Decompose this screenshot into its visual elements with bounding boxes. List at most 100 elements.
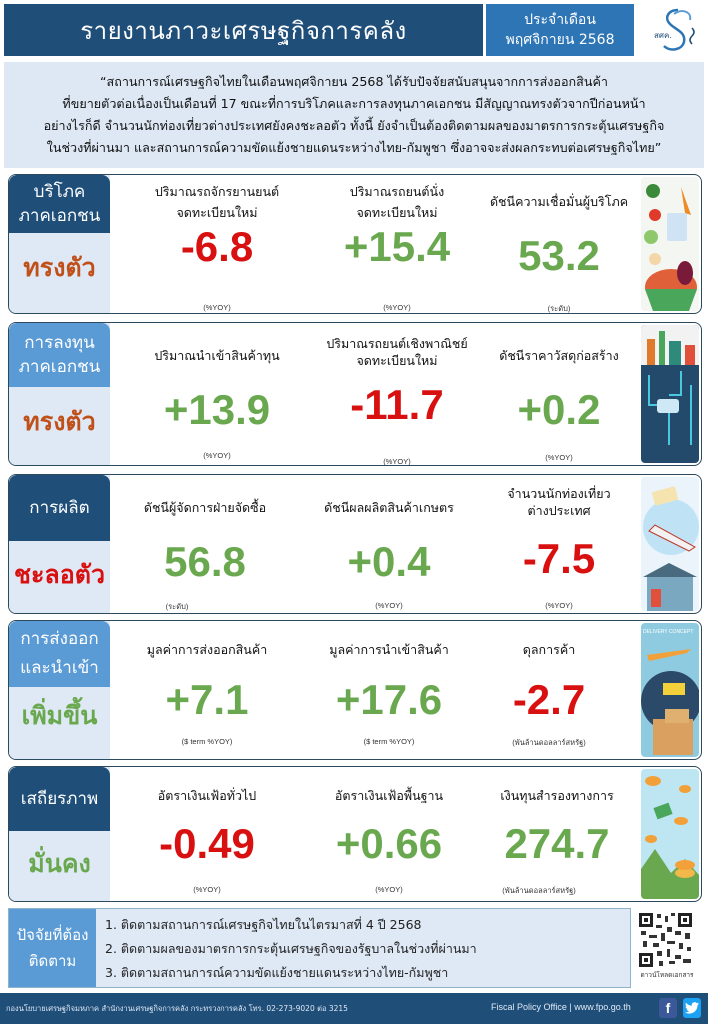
metric-import-value: มูลค่าการนำเข้าสินค้า +17.6 ($ term %YOY… xyxy=(299,639,479,746)
heading-line: ติดตาม xyxy=(28,952,77,970)
heading-line: เสถียรภาพ xyxy=(20,789,99,809)
section-heading: การผลิต xyxy=(9,475,110,541)
metric-value: -0.49 xyxy=(159,820,255,867)
metric-label: ปริมาณรถยนต์เชิงพาณิชย์ xyxy=(326,336,468,351)
metric-label: จำนวนนักท่องเที่ยว xyxy=(507,486,611,501)
svg-text:DELIVERY CONCEPT: DELIVERY CONCEPT xyxy=(643,629,693,635)
metric-unit: (%YOY) xyxy=(383,303,411,312)
metric-label: จดทะเบียนใหม่ xyxy=(356,353,438,368)
header: รายงานภาวะเศรษฐกิจการคลัง ประจำเดือน พฤศ… xyxy=(0,0,708,60)
metric-label: ปริมาณรถจักรยานยนต์ xyxy=(154,184,280,199)
metric-value: +15.4 xyxy=(343,223,451,270)
status-badge: ทรงตัว xyxy=(23,253,96,282)
metric-headline-inflation: อัตราเงินเฟ้อทั่วไป -0.49 (%YOY) xyxy=(117,785,297,894)
title-bar: รายงานภาวะเศรษฐกิจการคลัง xyxy=(4,4,483,56)
coins-illustration-icon xyxy=(641,769,699,899)
metric-label: ดัชนีผู้จัดการฝ่ายจัดซื้อ xyxy=(143,500,267,515)
metric-label: ดัชนีความเชื่อมั่นผู้บริโภค xyxy=(489,194,629,209)
metric-unit: (%YOY) xyxy=(203,451,231,460)
metric-label: ดัชนีราคาวัสดุก่อสร้าง xyxy=(499,348,619,363)
metric-trade-balance: ดุลการค้า -2.7 (พันล้านดอลลาร์สหรัฐ) xyxy=(459,639,639,747)
metric-international-reserves: เงินทุนสำรองทางการ 274.7 (พันล้านดอลลาร์… xyxy=(467,785,647,895)
metric-value: -11.7 xyxy=(350,381,444,428)
factors-list: 1. ติดตามสถานการณ์เศรษฐกิจไทยในไตรมาสที่… xyxy=(105,913,477,985)
heading-line: ปัจจัยที่ต้อง xyxy=(16,926,89,944)
section-private-investment: การลงทุน ภาคเอกชน ทรงตัว ปริมาณนำเข้าสิน… xyxy=(8,322,702,466)
metric-unit: (ระดับ) xyxy=(165,602,189,611)
section-trade: การส่งออก และนำเข้า เพิ่มขึ้น มูลค่าการส… xyxy=(8,620,702,760)
status-badge: ทรงตัว xyxy=(23,407,96,436)
summary-line: ในช่วงที่ผ่านมา และสถานการณ์ความขัดแย้งช… xyxy=(46,140,662,155)
metric-value: +17.6 xyxy=(335,676,443,723)
metric-value: 274.7 xyxy=(504,820,610,867)
metric-pmi: ดัชนีผู้จัดการฝ่ายจัดซื้อ 56.8 (ระดับ) xyxy=(115,497,295,611)
twitter-icon[interactable] xyxy=(683,998,701,1018)
metric-value: 56.8 xyxy=(164,538,246,585)
metric-consumer-confidence: ดัชนีความเชื่อมั่นผู้บริโภค 53.2 (ระดับ) xyxy=(469,191,649,313)
metric-unit: ($ term %YOY) xyxy=(181,737,233,746)
qr-code-icon[interactable] xyxy=(637,911,694,969)
metric-label: ปริมาณนำเข้าสินค้าทุน xyxy=(154,348,280,363)
factors-heading: ปัจจัยที่ต้อง ติดตาม xyxy=(9,909,96,987)
svg-text:สศค.: สศค. xyxy=(654,31,672,40)
metric-unit: ($ term %YOY) xyxy=(363,737,415,746)
metric-foreign-tourists: จำนวนนักท่องเที่ยว ต่างประเทศ -7.5 (%YOY… xyxy=(469,483,649,610)
metric-label: จดทะเบียนใหม่ xyxy=(176,205,258,220)
metric-unit: (%YOY) xyxy=(383,457,411,466)
delivery-illustration-icon: DELIVERY CONCEPT xyxy=(641,623,699,757)
metric-passenger-car-registration: ปริมาณรถยนต์นั่ง จดทะเบียนใหม่ +15.4 (%Y… xyxy=(307,181,487,312)
section-stability: เสถียรภาพ มั่นคง อัตราเงินเฟ้อทั่วไป -0.… xyxy=(8,766,702,902)
metric-capital-goods-imports: ปริมาณนำเข้าสินค้าทุน +13.9 (%YOY) xyxy=(127,345,307,460)
heading-line: ภาคเอกชน xyxy=(18,357,101,377)
metric-value: -7.5 xyxy=(522,535,596,582)
metric-value: -6.8 xyxy=(180,223,254,270)
status-badge: มั่นคง xyxy=(28,849,91,878)
metric-unit: (พันล้านดอลลาร์สหรัฐ) xyxy=(502,886,576,895)
month-label: ประจำเดือน xyxy=(524,12,596,28)
metric-commercial-vehicle-registration: ปริมาณรถยนต์เชิงพาณิชย์ จดทะเบียนใหม่ -1… xyxy=(307,333,487,465)
metric-label: อัตราเงินเฟ้อทั่วไป xyxy=(157,788,257,803)
metric-unit: (%YOY) xyxy=(545,601,573,610)
metric-value: +0.2 xyxy=(517,386,601,433)
metric-label: ดัชนีผลผลิตสินค้าเกษตร xyxy=(324,500,454,515)
metric-unit: (%YOY) xyxy=(375,601,403,610)
metric-label: ดุลการค้า xyxy=(522,642,576,657)
industry-illustration-icon xyxy=(641,325,699,463)
heading-line: การส่งออก xyxy=(20,629,99,649)
section-heading: เสถียรภาพ xyxy=(9,767,110,831)
report-month-box: ประจำเดือน พฤศจิกายน 2568 xyxy=(486,4,634,56)
metric-value: +0.4 xyxy=(347,538,431,585)
metric-motorcycle-registration: ปริมาณรถจักรยานยนต์ จดทะเบียนใหม่ -6.8 (… xyxy=(127,181,307,312)
footer: กองนโยบายเศรษฐกิจมหภาค สำนักงานเศรษฐกิจก… xyxy=(0,993,708,1024)
heading-line: บริโภค xyxy=(33,182,86,202)
metric-label: อัตราเงินเฟ้อพื้นฐาน xyxy=(334,788,444,803)
metric-export-value: มูลค่าการส่งออกสินค้า +7.1 ($ term %YOY) xyxy=(117,639,297,746)
metric-unit: (%YOY) xyxy=(375,885,403,894)
metric-agricultural-production-index: ดัชนีผลผลิตสินค้าเกษตร +0.4 (%YOY) xyxy=(299,497,479,610)
footer-website[interactable]: Fiscal Policy Office | www.fpo.go.th xyxy=(491,1002,631,1012)
metric-construction-material-price-index: ดัชนีราคาวัสดุก่อสร้าง +0.2 (%YOY) xyxy=(469,345,649,462)
heading-line: และนำเข้า xyxy=(20,658,99,678)
fpo-logo-icon: สศค. xyxy=(640,4,704,56)
metric-value: +0.66 xyxy=(335,820,443,867)
factors-to-monitor: ปัจจัยที่ต้อง ติดตาม 1. ติดตามสถานการณ์เ… xyxy=(8,908,631,988)
summary-line: “สถานการณ์เศรษฐกิจไทยในเดือนพฤศจิกายน 25… xyxy=(100,74,608,89)
heading-line: การผลิต xyxy=(29,498,90,518)
list-item: 1. ติดตามสถานการณ์เศรษฐกิจไทยในไตรมาสที่… xyxy=(105,917,422,932)
metric-unit: (%YOY) xyxy=(203,303,231,312)
facebook-icon[interactable]: f xyxy=(659,998,677,1018)
status-badge: เพิ่มขึ้น xyxy=(21,701,98,730)
summary-line: ที่ขยายตัวต่อเนื่องเป็นเดือนที่ 17 ขณะที… xyxy=(62,96,646,111)
footer-contact: กองนโยบายเศรษฐกิจมหภาค สำนักงานเศรษฐกิจก… xyxy=(6,1004,348,1013)
page-title: รายงานภาวะเศรษฐกิจการคลัง xyxy=(80,16,407,45)
heading-line: การลงทุน xyxy=(24,333,95,353)
status-badge: ชะลอตัว xyxy=(13,560,105,589)
metric-value: +7.1 xyxy=(165,676,249,723)
metric-core-inflation: อัตราเงินเฟ้อพื้นฐาน +0.66 (%YOY) xyxy=(299,785,479,894)
section-production: การผลิต ชะลอตัว ดัชนีผู้จัดการฝ่ายจัดซื้… xyxy=(8,474,702,614)
qr-code-label: ดาวน์โหลดเอกสาร xyxy=(640,971,694,979)
section-heading: การลงทุน ภาคเอกชน xyxy=(9,323,110,387)
metric-label: เงินทุนสำรองทางการ xyxy=(500,788,614,803)
metric-label: มูลค่าการนำเข้าสินค้า xyxy=(329,642,449,657)
metric-value: -2.7 xyxy=(512,676,586,723)
